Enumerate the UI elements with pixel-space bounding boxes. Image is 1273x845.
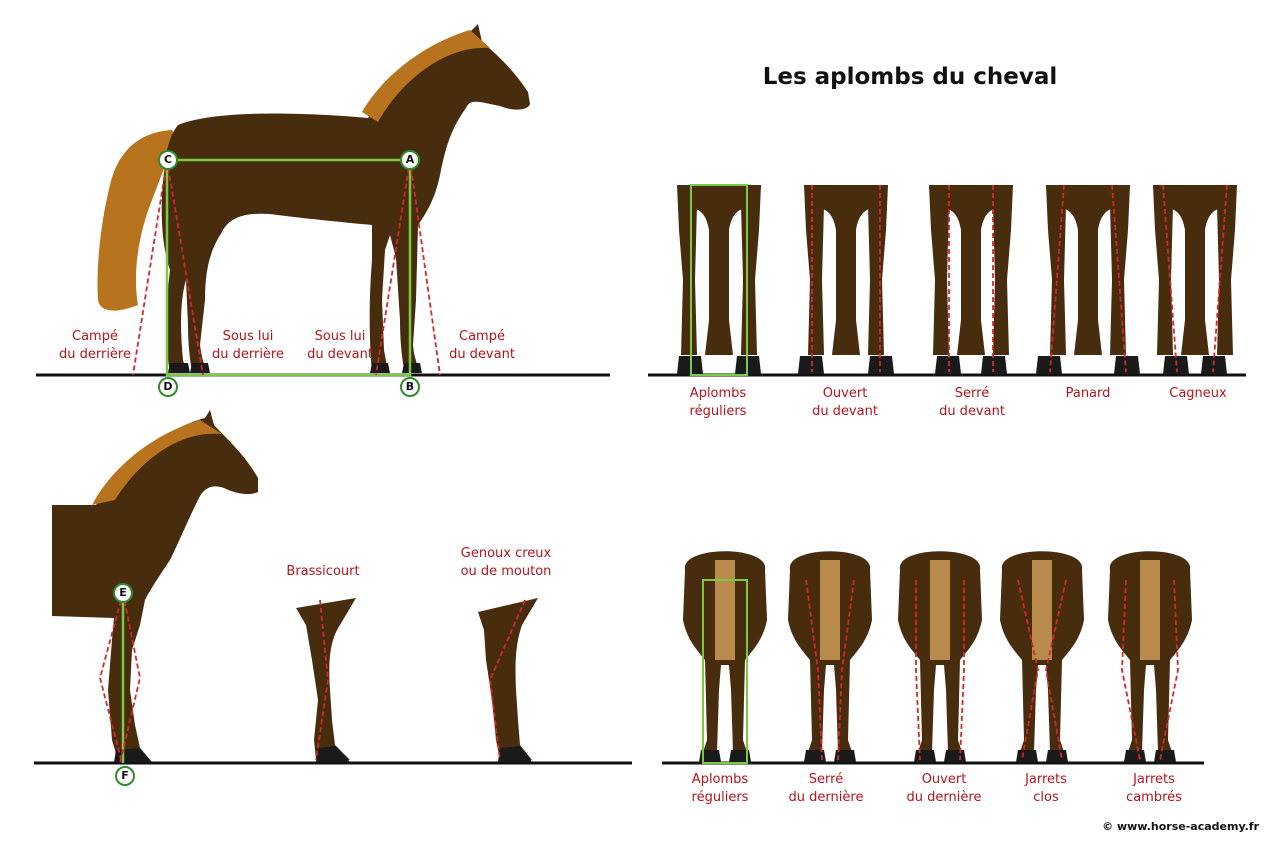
rear-view-legs xyxy=(683,551,1192,764)
label-serre-du-derriere: Serré du dernière xyxy=(788,772,864,805)
label-campe-du-derriere: Campé du derrière xyxy=(58,329,131,362)
rear-leg-pair xyxy=(683,551,767,764)
genoux-creux-leg xyxy=(478,598,538,762)
front-leg-pair xyxy=(1036,184,1140,374)
credit-text: © www.horse-academy.fr xyxy=(1102,820,1259,833)
front-leg-pair xyxy=(929,185,1013,374)
front-leg-pair xyxy=(677,184,761,376)
label-brassicourt: Brassicourt xyxy=(286,564,360,579)
point-marker-c: C xyxy=(158,150,178,170)
label-rear-aplombs-reguliers: Aplombs réguliers xyxy=(691,772,749,805)
label-panard: Panard xyxy=(1065,386,1111,401)
rear-leg-pair xyxy=(898,551,982,762)
front-view-legs xyxy=(677,184,1237,376)
label-jarrets-clos: Jarrets clos xyxy=(1025,772,1067,805)
label-front-aplombs-reguliers: Aplombs réguliers xyxy=(689,386,747,419)
fore-horse-body xyxy=(52,410,258,760)
brassicourt-leg xyxy=(296,598,356,762)
point-marker-b: B xyxy=(400,377,420,397)
reference-frame xyxy=(165,158,412,377)
fore-horse-mane xyxy=(92,420,222,505)
label-sous-lui-du-devant: Sous lui du devant xyxy=(307,329,373,362)
horse-mane xyxy=(362,30,490,122)
fore-view-horse xyxy=(52,410,258,764)
point-marker-f: F xyxy=(115,766,135,786)
label-ouvert-du-devant: Ouvert du devant xyxy=(812,386,878,419)
point-marker-e: E xyxy=(113,583,133,603)
label-ouvert-du-derriere: Ouvert du dernière xyxy=(906,772,982,805)
label-campe-du-devant: Campé du devant xyxy=(449,329,515,362)
point-marker-d: D xyxy=(158,377,178,397)
point-marker-a: A xyxy=(400,150,420,170)
rear-leg-pair xyxy=(1000,551,1084,762)
fore-deviation-lines xyxy=(99,592,141,764)
fore-hoof xyxy=(114,748,152,762)
horse-tail xyxy=(97,130,178,311)
page-title: Les aplombs du cheval xyxy=(762,64,1058,90)
front-leg-pair xyxy=(798,185,894,374)
label-serre-du-devant: Serré du devant xyxy=(939,386,1005,419)
horse-body xyxy=(161,24,530,372)
label-cagneux: Cagneux xyxy=(1169,386,1227,401)
horse-hooves xyxy=(168,363,422,373)
rear-leg-pair xyxy=(1108,551,1192,762)
rear-leg-pair xyxy=(788,551,872,762)
front-leg-pair xyxy=(1153,184,1237,374)
label-genoux-creux: Genoux creux ou de mouton xyxy=(460,546,552,579)
label-jarrets-cambres: Jarrets cambrés xyxy=(1126,772,1182,805)
deviation-lines xyxy=(132,159,441,376)
label-sous-lui-du-derriere: Sous lui du derrière xyxy=(211,329,284,362)
side-view-horse xyxy=(97,24,530,377)
